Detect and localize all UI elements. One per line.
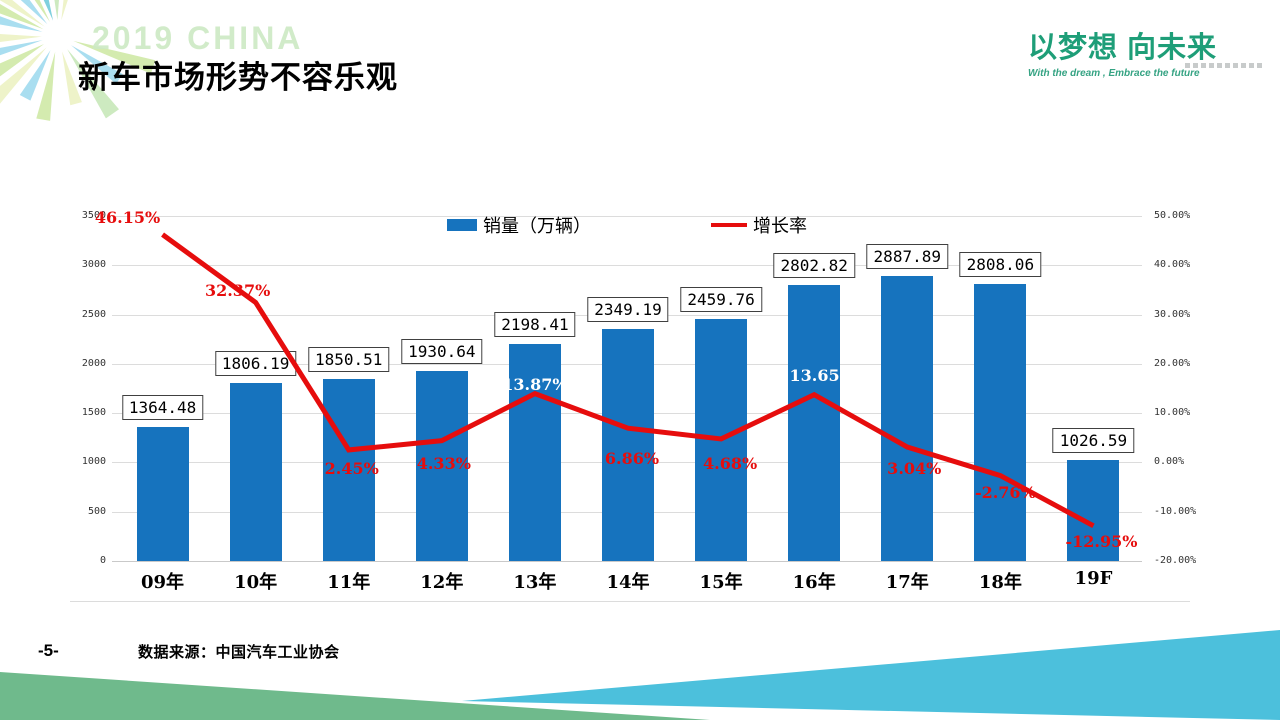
sales-bar xyxy=(695,318,748,561)
bar-value-label: 2808.06 xyxy=(959,252,1042,278)
legend-line-swatch-icon xyxy=(711,223,747,227)
x-axis-label: 14年 xyxy=(606,572,650,593)
legend-sales-label: 销量（万辆） xyxy=(483,216,591,237)
starburst-ray xyxy=(0,0,45,27)
left-axis-tick: 0 xyxy=(99,555,106,566)
sales-bar xyxy=(974,284,1027,561)
starburst-ray xyxy=(61,0,68,21)
starburst-ray xyxy=(0,47,47,104)
sales-bar xyxy=(136,426,189,561)
starburst-ray xyxy=(73,40,156,74)
page-title: 新车市场形势不容乐观 xyxy=(78,60,398,95)
event-logo: 以梦想 向未来 With the dream , Embrace the fut… xyxy=(1028,24,1263,79)
bar-value-label: 1364.48 xyxy=(121,394,204,420)
starburst-ray xyxy=(67,49,119,119)
legend-sales: 销量（万辆） xyxy=(447,212,591,238)
bar-value-label: 2349.19 xyxy=(587,297,669,323)
bar-value-label: 2198.41 xyxy=(494,312,576,338)
x-axis-label: 13年 xyxy=(513,572,557,593)
sales-bar xyxy=(322,378,375,561)
x-axis-label: 17年 xyxy=(885,572,929,593)
x-axis-label: 10年 xyxy=(234,572,278,593)
x-axis-label: 09年 xyxy=(141,572,185,593)
legend-growth-label: 增长率 xyxy=(753,216,807,237)
right-axis-tick: 20.00% xyxy=(1154,357,1191,369)
bar-value-label: 2802.82 xyxy=(773,252,855,278)
left-axis-tick: 1500 xyxy=(81,407,106,419)
sales-bar xyxy=(415,370,468,561)
data-source-note: 数据来源：中国汽车工业协会 xyxy=(138,644,340,661)
x-axis-label: 12年 xyxy=(420,572,464,593)
bar-value-label: 1806.19 xyxy=(214,350,297,376)
right-axis-tick: 30.00% xyxy=(1154,308,1191,320)
left-axis-tick: 1000 xyxy=(81,456,106,468)
sales-bar xyxy=(788,284,841,561)
starburst-ray xyxy=(54,0,59,20)
starburst-ray xyxy=(0,16,43,32)
right-axis-tick: 10.00% xyxy=(1154,407,1191,419)
sales-bar xyxy=(881,276,934,561)
bar-value-label: 2459.76 xyxy=(680,286,762,312)
right-axis-tick: 40.00% xyxy=(1154,259,1191,271)
x-axis-label: 16年 xyxy=(792,572,836,593)
starburst-ray xyxy=(62,51,82,106)
footer-wedge-decoration xyxy=(0,630,1280,720)
starburst-ray xyxy=(43,0,54,21)
left-axis-tick: 3500 xyxy=(81,210,106,221)
sales-bar xyxy=(1067,459,1120,561)
starburst-ray xyxy=(34,0,50,23)
starburst-ray xyxy=(71,45,123,84)
x-axis-label: 18年 xyxy=(978,572,1022,593)
logo-tagline: With the dream , Embrace the future xyxy=(1028,68,1200,79)
sales-bar xyxy=(602,329,654,561)
starburst-ray xyxy=(20,0,48,25)
bar-value-label: 1930.64 xyxy=(401,338,483,364)
footer-green-wedge xyxy=(0,672,710,720)
x-axis-label: 15年 xyxy=(699,572,743,593)
right-axis-tick: -20.00% xyxy=(1154,555,1197,566)
chart-bottom-border xyxy=(70,601,1190,602)
sales-bar xyxy=(229,382,282,561)
left-axis-tick: 2000 xyxy=(81,357,106,369)
bar-value-label: 2887.89 xyxy=(866,244,948,270)
starburst-ray xyxy=(0,4,44,30)
page-number: -5- xyxy=(38,641,59,660)
starburst-ray xyxy=(19,50,51,101)
legend-bar-swatch-icon xyxy=(447,219,477,231)
bar-value-label: 1850.51 xyxy=(308,346,390,372)
right-axis-tick: -10.00% xyxy=(1154,505,1197,517)
bar-value-label: 1026.59 xyxy=(1052,427,1135,453)
logo-slogan: 以梦想 向未来 xyxy=(1028,32,1218,64)
gridline xyxy=(112,216,1142,217)
starburst-decoration xyxy=(0,0,156,121)
starburst-ray xyxy=(0,34,42,43)
x-axis-label: 19F xyxy=(1074,568,1113,589)
left-axis-tick: 2500 xyxy=(81,308,106,320)
watermark-text: 2019 CHINA xyxy=(92,20,304,56)
footer-blue-wedge xyxy=(462,630,1280,720)
starburst-ray xyxy=(0,44,45,77)
chart-legend: 销量（万辆） 增长率 xyxy=(112,212,1142,238)
starburst-ray xyxy=(0,40,43,56)
gridline xyxy=(112,561,1142,562)
sales-bar xyxy=(508,344,561,561)
starburst-ray xyxy=(36,51,56,121)
left-axis-tick: 500 xyxy=(87,505,106,517)
x-axis-label: 11年 xyxy=(327,572,371,593)
right-axis-tick: 50.00% xyxy=(1154,210,1191,221)
right-axis-tick: 0.00% xyxy=(1154,456,1185,468)
left-axis-tick: 3000 xyxy=(81,259,106,271)
logo-fineprint xyxy=(1185,63,1263,68)
legend-growth: 增长率 xyxy=(711,212,807,238)
